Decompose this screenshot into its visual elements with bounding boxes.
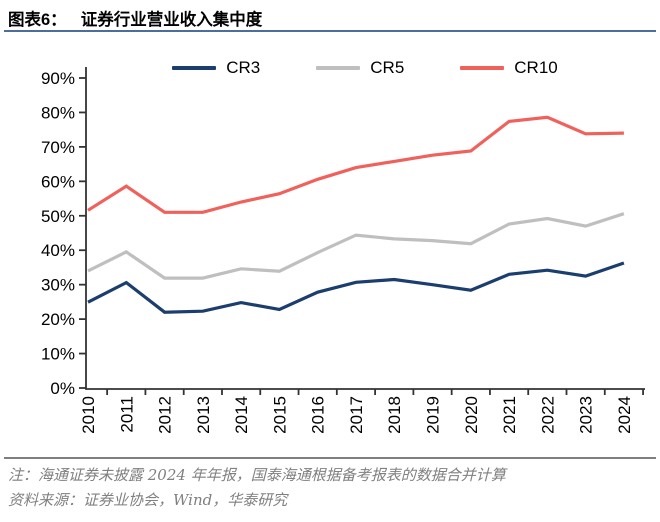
legend-swatch-cr10	[460, 66, 505, 70]
y-axis-label: 90%	[41, 69, 75, 88]
series-line-cr5	[87, 212, 625, 280]
legend-item-cr5: CR5	[316, 58, 404, 78]
y-axis-label: 20%	[41, 310, 75, 329]
legend-label-cr10: CR10	[514, 58, 558, 77]
legend-swatch-cr5	[316, 66, 361, 70]
legend-label-cr3: CR3	[226, 58, 261, 77]
y-axis-label: 30%	[41, 276, 75, 295]
legend-item-cr3: CR3	[172, 58, 260, 78]
x-axis-label: 2014	[232, 396, 251, 434]
series-line-cr10	[87, 115, 624, 214]
chart-legend: CR3 CR5 CR10	[85, 58, 645, 78]
y-axis-label: 40%	[41, 241, 75, 260]
figure-title: 证券行业营业收入集中度	[80, 11, 263, 29]
y-axis-label: 0%	[50, 379, 75, 398]
x-axis-label: 2015	[270, 396, 289, 434]
x-axis-label: 2021	[500, 396, 519, 434]
x-axis-label: 2010	[79, 396, 98, 434]
y-axis-label: 70%	[41, 138, 75, 157]
footer-divider	[4, 457, 656, 459]
title-divider	[4, 30, 656, 32]
x-axis-label: 2024	[615, 396, 634, 434]
legend-item-cr10: CR10	[460, 58, 558, 78]
y-axis-label: 50%	[41, 207, 75, 226]
x-axis-label: 2020	[462, 396, 481, 434]
legend-swatch-cr3	[172, 66, 217, 70]
x-axis-label: 2022	[538, 396, 557, 434]
figure-header: 图表6： 证券行业营业收入集中度	[8, 6, 652, 30]
x-axis-label: 2012	[156, 396, 175, 434]
x-axis-label: 2023	[577, 396, 596, 434]
x-axis-label: 2016	[309, 396, 328, 434]
y-axis-label: 60%	[41, 172, 75, 191]
concentration-line-chart: 0% 10% 20% 30% 40% 50% 60% 70% 80% 90% 2010 2011 201…	[41, 67, 645, 434]
series-line-cr3	[87, 261, 625, 314]
chart-note: 注：海通证券未披露 2024 年年报，国泰海通根据备考报表的数据合并计算	[8, 466, 506, 484]
figure-label: 图表6：	[8, 11, 67, 29]
x-axis-label: 2018	[385, 396, 404, 434]
y-axis-label: 10%	[41, 345, 75, 364]
x-axis-label: 2019	[424, 396, 443, 434]
axis-lines	[85, 67, 645, 390]
chart-source: 资料来源：证券业协会，Wind，华泰研究	[8, 491, 288, 509]
x-axis-label: 2017	[347, 396, 366, 434]
x-axis-label: 2011	[117, 396, 136, 433]
y-axis-label: 80%	[41, 103, 75, 122]
x-axis-label: 2013	[194, 396, 213, 434]
legend-label-cr5: CR5	[370, 58, 405, 77]
